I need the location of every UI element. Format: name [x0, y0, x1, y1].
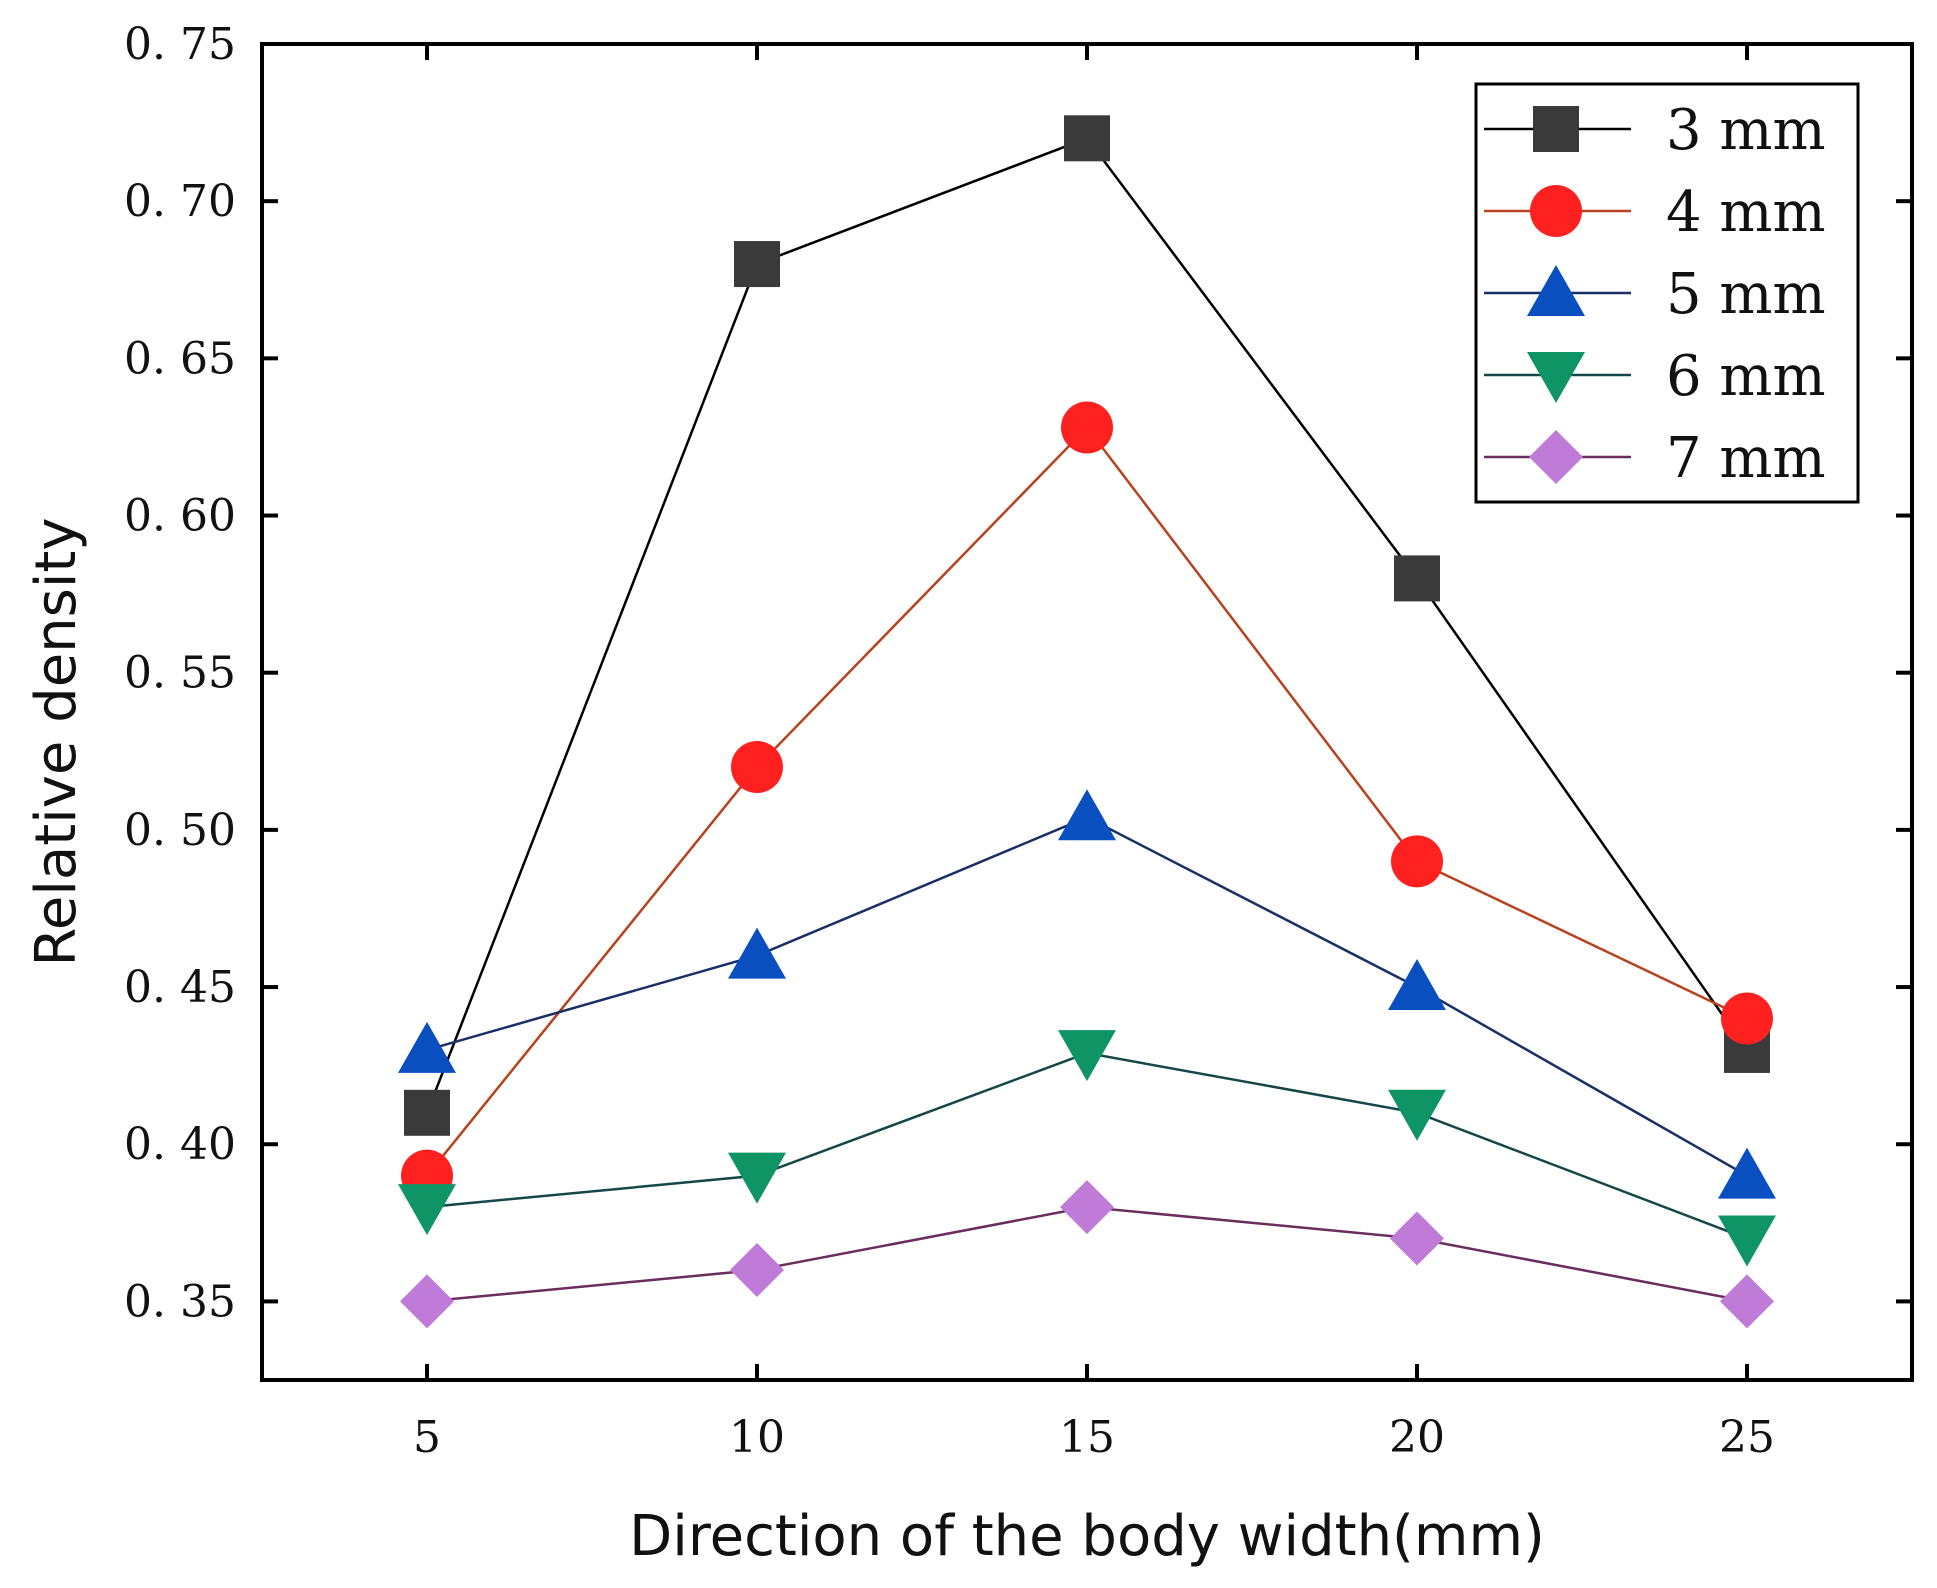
- y-tick-label: 0. 45: [124, 962, 236, 1013]
- data-point: [400, 1274, 454, 1329]
- x-tick-label: 5: [413, 1412, 441, 1463]
- y-tick-label: 0. 50: [124, 805, 236, 856]
- legend-items: 3 mm 4 mm 5 mm 6 mm 7 mm: [1484, 98, 1826, 491]
- data-point: [1388, 1089, 1446, 1141]
- series-0: [404, 115, 1770, 1136]
- data-point: [1394, 555, 1440, 602]
- data-point: [398, 1021, 456, 1073]
- legend-item: 3 mm: [1484, 98, 1826, 163]
- series-2: [398, 789, 1776, 1199]
- data-point: [1061, 401, 1113, 454]
- data-point: [1718, 1215, 1776, 1267]
- data-point: [1064, 115, 1110, 162]
- x-tick-label: 15: [1059, 1412, 1115, 1463]
- data-point: [1720, 1274, 1774, 1329]
- data-point: [404, 1089, 450, 1136]
- y-tick-label: 0. 70: [124, 176, 236, 227]
- data-point: [728, 1152, 786, 1204]
- legend-item: 7 mm: [1484, 426, 1826, 491]
- y-tick-label: 0. 60: [124, 491, 236, 542]
- legend-marker: [1533, 106, 1579, 152]
- data-point: [1718, 1147, 1776, 1199]
- legend-marker: [1529, 430, 1583, 484]
- legend-item: 5 mm: [1484, 262, 1826, 327]
- y-tick-label: 0. 35: [124, 1276, 236, 1327]
- data-point: [1390, 1211, 1444, 1266]
- data-point: [1058, 1030, 1116, 1082]
- data-point: [1391, 835, 1443, 888]
- marks-layer: [398, 115, 1776, 1329]
- legend-marker: [1527, 265, 1585, 316]
- data-point: [734, 241, 780, 288]
- x-axis-title: Direction of the body width(mm): [629, 1504, 1545, 1569]
- legend-item: 4 mm: [1484, 180, 1826, 245]
- data-point: [1060, 1180, 1114, 1235]
- series-3: [398, 1030, 1776, 1267]
- legend-label: 4 mm: [1666, 180, 1826, 245]
- series-4: [400, 1180, 1774, 1329]
- y-tick-label: 0. 65: [124, 333, 236, 384]
- axis-ticks: 0. 35 0. 40 0. 45 0. 50 0. 55 0. 60 0. 65 0. 70…: [124, 19, 1912, 1463]
- data-point: [728, 927, 786, 979]
- series-line: [426, 815, 1748, 1177]
- legend-label: 5 mm: [1666, 262, 1826, 327]
- y-axis-title: Relative density: [24, 518, 89, 967]
- y-tick-label: 0. 55: [124, 648, 236, 699]
- legend-marker: [1530, 185, 1582, 237]
- data-point: [730, 1242, 784, 1297]
- data-point: [398, 1184, 456, 1236]
- x-tick-label: 20: [1389, 1412, 1445, 1463]
- legend-item: 6 mm: [1484, 344, 1826, 409]
- x-tick-label: 25: [1719, 1412, 1775, 1463]
- data-point: [1058, 789, 1116, 841]
- legend-label: 6 mm: [1666, 344, 1826, 409]
- legend-label: 3 mm: [1666, 98, 1826, 163]
- data-point: [1721, 992, 1773, 1045]
- y-tick-label: 0. 40: [124, 1119, 236, 1170]
- legend-marker: [1527, 352, 1585, 403]
- legend-label: 7 mm: [1666, 426, 1826, 491]
- legend: 3 mm 4 mm 5 mm 6 mm 7 mm: [1474, 82, 1860, 504]
- data-point: [1388, 959, 1446, 1011]
- y-tick-label: 0. 75: [124, 19, 236, 70]
- x-tick-label: 10: [729, 1412, 785, 1463]
- data-point: [731, 741, 783, 794]
